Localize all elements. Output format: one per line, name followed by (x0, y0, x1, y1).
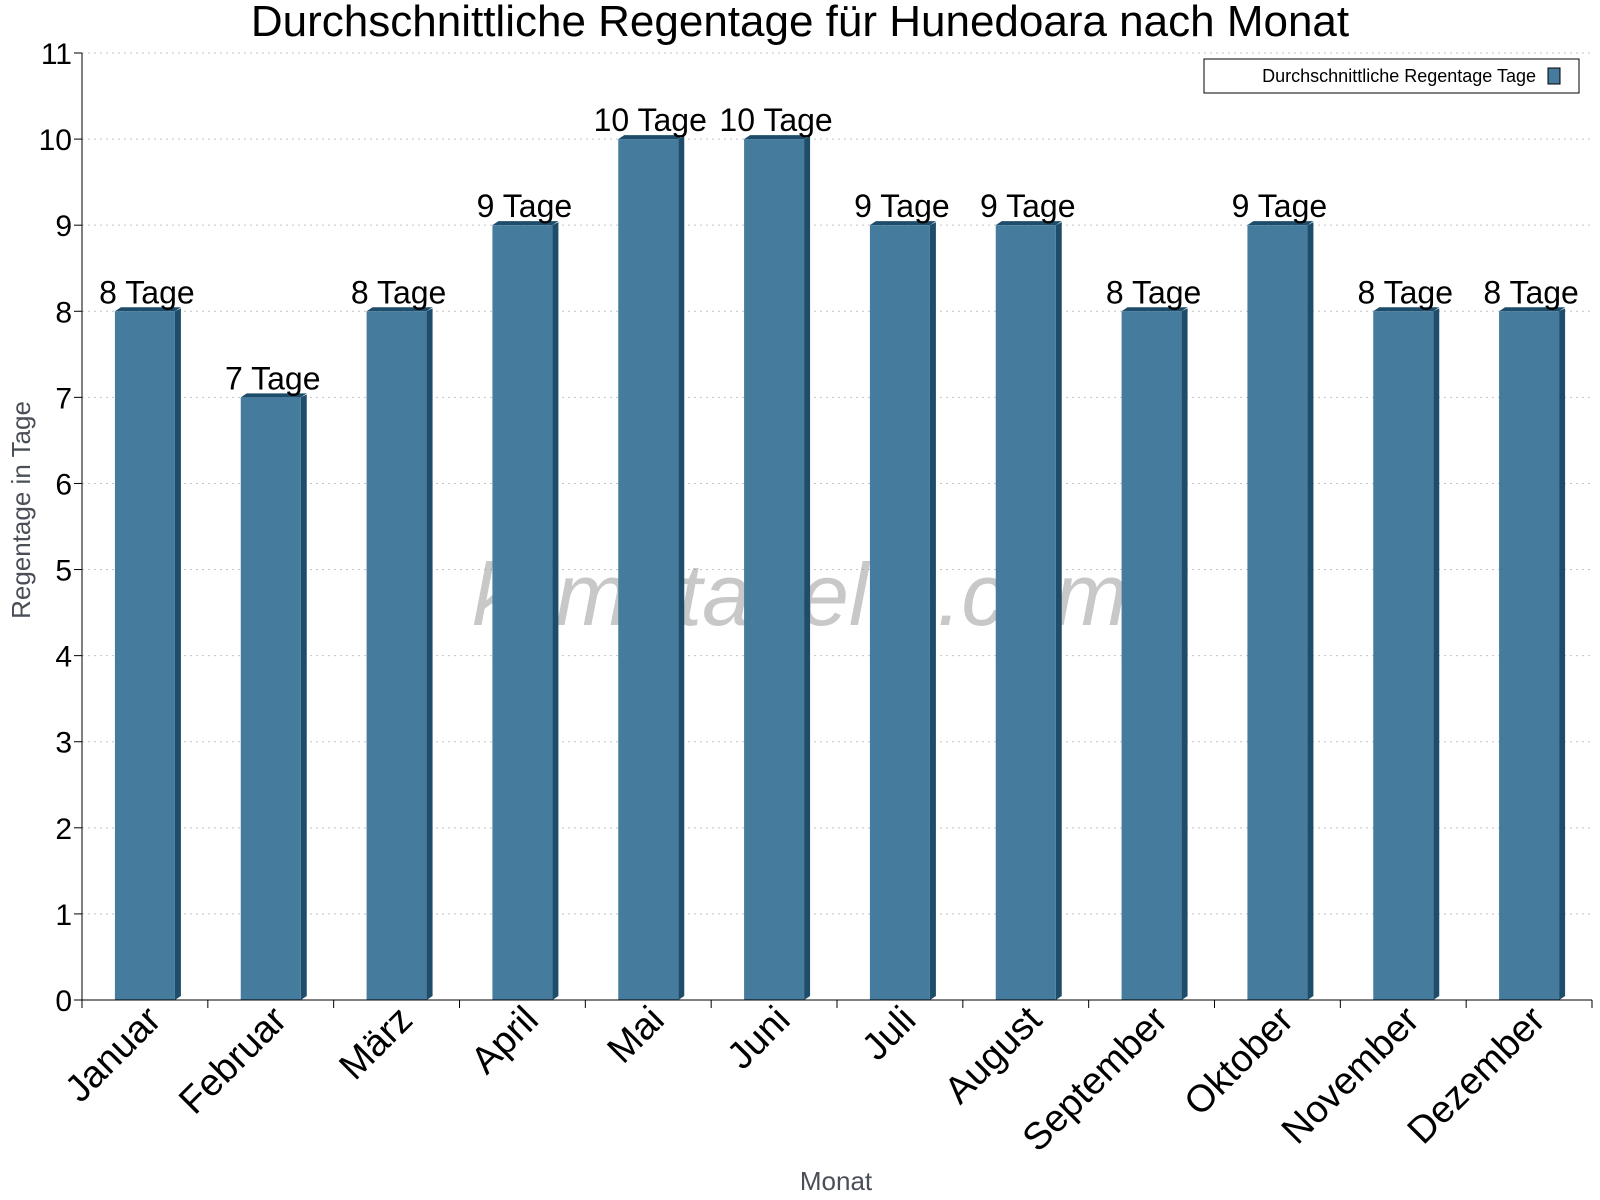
bar (114, 307, 181, 1001)
bar-top (366, 307, 433, 312)
bar-top (114, 307, 181, 312)
x-tick-labels: Januar Februar März April Mai Juni Juli AugustS… (57, 998, 1553, 1159)
bar-side (426, 308, 433, 1001)
x-tick-label: Juni (719, 999, 798, 1078)
bar-top (1373, 307, 1440, 312)
x-tick-label: Juli (854, 999, 924, 1069)
axes (74, 52, 1593, 1008)
bar-front (618, 139, 679, 1000)
bar-front (869, 225, 930, 1000)
bar-front (114, 311, 175, 1001)
bar (492, 221, 559, 1000)
data-label: 10 Tage (594, 102, 707, 138)
bar-side (678, 136, 685, 1000)
data-label: 9 Tage (980, 188, 1076, 224)
y-tick-label: 4 (55, 641, 72, 674)
data-label: 8 Tage (99, 274, 195, 310)
data-label: 8 Tage (1358, 274, 1454, 310)
y-tick-label: 0 (55, 985, 72, 1018)
x-tick-label: August (937, 998, 1051, 1112)
data-label: 7 Tage (225, 360, 321, 396)
data-label: 8 Tage (1106, 274, 1202, 310)
bar-front (492, 225, 553, 1000)
bar-front (1499, 311, 1560, 1001)
bar (744, 135, 811, 1000)
data-label: 9 Tage (854, 188, 950, 224)
bar-side (1559, 308, 1566, 1001)
bar-side (804, 136, 811, 1000)
x-tick-label: April (463, 999, 546, 1082)
bars (114, 135, 1566, 1001)
bar-top (618, 135, 685, 140)
y-axis-title: Regentage in Tage (6, 401, 36, 619)
data-label: 9 Tage (1232, 188, 1328, 224)
y-tick-label: 7 (55, 382, 72, 415)
bar-top (1499, 307, 1566, 312)
y-tick-label: 10 (39, 124, 72, 157)
y-tick-label: 5 (55, 555, 72, 588)
data-label: 8 Tage (1483, 274, 1579, 310)
x-tick-label: Mai (600, 999, 673, 1072)
x-tick-label: Januar (57, 998, 169, 1110)
bar-top (995, 221, 1062, 226)
bar-top (1121, 307, 1188, 312)
legend-label: Durchschnittliche Regentage Tage (1262, 66, 1536, 86)
y-tick-label: 1 (55, 899, 72, 932)
y-tick-labels: 0 1 2 3 4 5 6 7 8 9 10 11 (39, 38, 72, 1018)
bar-top (869, 221, 936, 226)
bar-front (1373, 311, 1434, 1001)
bar-front (744, 139, 805, 1000)
bar-side (1055, 222, 1062, 1000)
bar (1499, 307, 1566, 1001)
bar-side (174, 308, 181, 1001)
bar-front (995, 225, 1056, 1000)
bar-side (1181, 308, 1188, 1001)
x-tick-label: November (1274, 998, 1428, 1152)
bar (240, 393, 307, 1000)
y-tick-label: 9 (55, 210, 72, 243)
bar-side (1307, 222, 1314, 1000)
y-tick-label: 11 (41, 38, 72, 71)
legend: Durchschnittliche Regentage Tage (1203, 58, 1580, 94)
bar-side (1433, 308, 1440, 1001)
bar (618, 135, 685, 1000)
x-tick-label: Dezember (1400, 998, 1554, 1152)
bar (1373, 307, 1440, 1001)
data-label: 8 Tage (351, 274, 447, 310)
bar (366, 307, 433, 1001)
legend-swatch (1547, 67, 1561, 85)
x-tick-label: Oktober (1177, 998, 1303, 1124)
chart-title: Durchschnittliche Regentage für Hunedoar… (251, 0, 1349, 46)
bar-front (1247, 225, 1308, 1000)
bar-top (240, 393, 307, 398)
data-labels: 8 Tage 7 Tage 8 Tage 9 Tage 10 Tage 10 Tage 9 … (99, 102, 1579, 396)
data-label: 10 Tage (719, 102, 832, 138)
bar (869, 221, 936, 1000)
data-label: 9 Tage (477, 188, 573, 224)
legend-box (1203, 58, 1580, 94)
bar-front (366, 311, 427, 1001)
bar (995, 221, 1062, 1000)
x-axis-title: Monat (800, 1166, 873, 1196)
bar-top (492, 221, 559, 226)
y-tick-label: 8 (55, 296, 72, 329)
bar-top (1247, 221, 1314, 226)
bar (1121, 307, 1188, 1001)
y-tick-label: 6 (55, 468, 72, 501)
bar (1247, 221, 1314, 1000)
bar-front (240, 397, 301, 1000)
grid-lines (82, 52, 1592, 915)
bar-side (552, 222, 559, 1000)
y-tick-label: 3 (55, 727, 72, 760)
y-tick-label: 2 (55, 813, 72, 846)
x-tick-label: Februar (171, 998, 295, 1122)
bar-side (300, 394, 307, 1000)
bar-front (1121, 311, 1182, 1001)
bar-top (744, 135, 811, 140)
bar-side (929, 222, 936, 1000)
x-tick-label: März (332, 999, 421, 1088)
